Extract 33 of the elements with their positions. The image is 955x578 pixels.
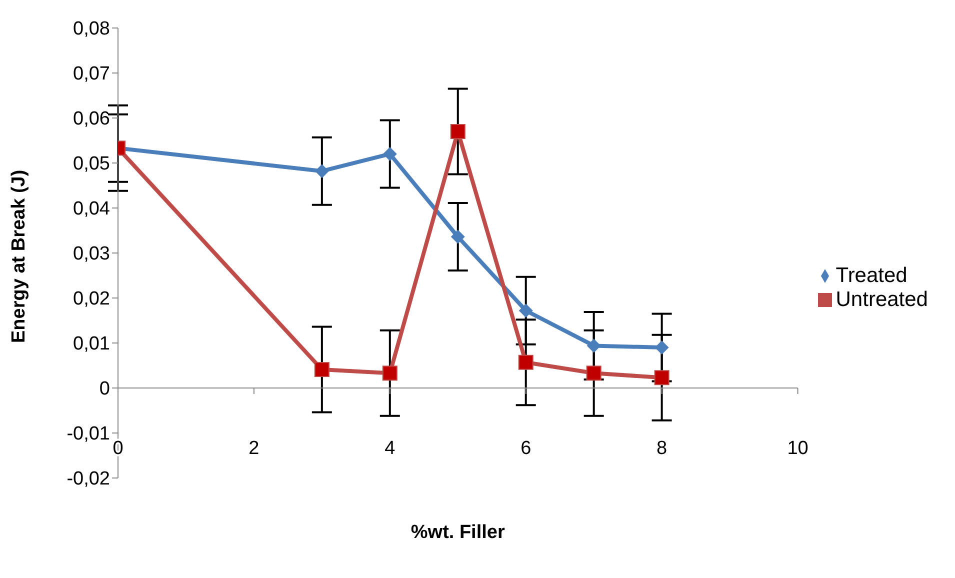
x-tick-label: 0: [112, 438, 124, 459]
point: [314, 362, 330, 378]
x-tick-label: 6: [520, 438, 532, 459]
y-tick-label: 0,05: [73, 154, 110, 175]
y-tick-label: 0,07: [73, 64, 110, 85]
y-tick-label: 0,08: [73, 18, 110, 40]
legend-label: Untreated: [836, 288, 928, 311]
y-tick-label: 0,02: [73, 288, 110, 310]
point: [586, 338, 601, 353]
y-axis-title: Energy at Break (J): [8, 170, 30, 343]
y-tick-label: 0: [99, 378, 110, 400]
point: [654, 370, 670, 386]
x-tick-label: 10: [787, 438, 808, 459]
point: [654, 340, 669, 354]
point: [450, 124, 466, 139]
point: [314, 164, 329, 178]
x-axis-title: %wt. Filler: [410, 522, 506, 543]
y-tick-label: 0,06: [73, 108, 110, 130]
x-tick-label: 2: [248, 438, 260, 459]
point: [518, 304, 533, 318]
y-tick-label: 0,04: [73, 198, 110, 220]
x-tick-label: 4: [384, 438, 396, 459]
legend-label: Treated: [836, 264, 908, 287]
y-tick-label: -0,02: [66, 468, 110, 490]
point: [450, 230, 465, 244]
x-tick-label: 8: [656, 438, 668, 459]
y-tick-label: 0,03: [73, 244, 110, 265]
y-tick-label: 0,01: [73, 334, 110, 355]
point: [586, 366, 602, 381]
point: [518, 354, 534, 370]
point: [382, 366, 398, 381]
point: [382, 147, 397, 161]
y-tick-label: -0,01: [66, 424, 110, 445]
